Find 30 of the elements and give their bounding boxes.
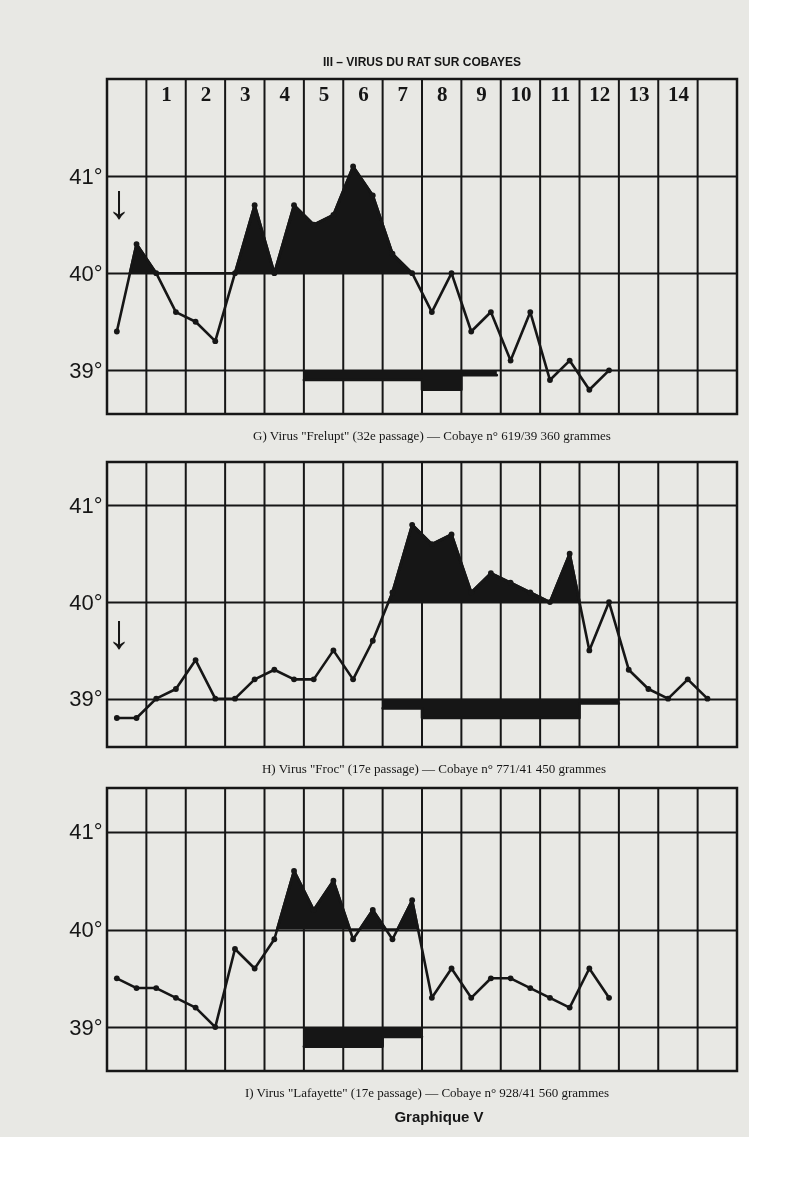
text: H) Virus "Froc" (17e passage) — Cobaye n° 771/41 450 grammes (261, 761, 607, 776)
x-tick-label: 11 (550, 81, 571, 106)
text: Graphique V (394, 1108, 484, 1125)
x-tick-label: 10 (510, 81, 532, 106)
x-tick-label: 7 (397, 81, 409, 106)
annotation: ↓ (107, 605, 131, 658)
y-tick-label: 39° (69, 1014, 103, 1040)
text: I) Virus "Lafayette" (17e passage) — Cobaye n° 928/41 560 grammes (244, 1085, 610, 1100)
x-tick-label: 6 (358, 81, 369, 106)
y-tick-label: 40° (69, 260, 103, 286)
x-tick-label: 12 (589, 81, 611, 106)
x-tick-label: 9 (476, 81, 487, 106)
y-tick-label: 41° (69, 819, 103, 845)
x-tick-label: 2 (200, 81, 212, 106)
x-tick-label: 8 (436, 81, 448, 106)
x-tick-label: 14 (667, 81, 690, 106)
y-tick-label: 40° (69, 589, 103, 615)
x-tick-label: 4 (279, 81, 291, 106)
y-tick-label: 39° (69, 357, 103, 383)
y-tick-label: 40° (69, 917, 103, 942)
y-tick-label: 41° (69, 163, 103, 189)
text: G) Virus "Frelupt" (32e passage) — Cobaye n° 619/39 360 grammes (253, 428, 611, 443)
x-tick-label: 5 (318, 81, 330, 106)
chart-title: III – VIRUS DU RAT SUR COBAYES (322, 55, 522, 69)
y-tick-label: 41° (69, 492, 103, 518)
x-tick-label: 3 (240, 81, 251, 106)
x-tick-label: 13 (628, 81, 650, 106)
x-tick-label: 1 (161, 81, 172, 106)
annotation: ↓ (107, 175, 131, 228)
y-tick-label: 39° (69, 686, 103, 712)
